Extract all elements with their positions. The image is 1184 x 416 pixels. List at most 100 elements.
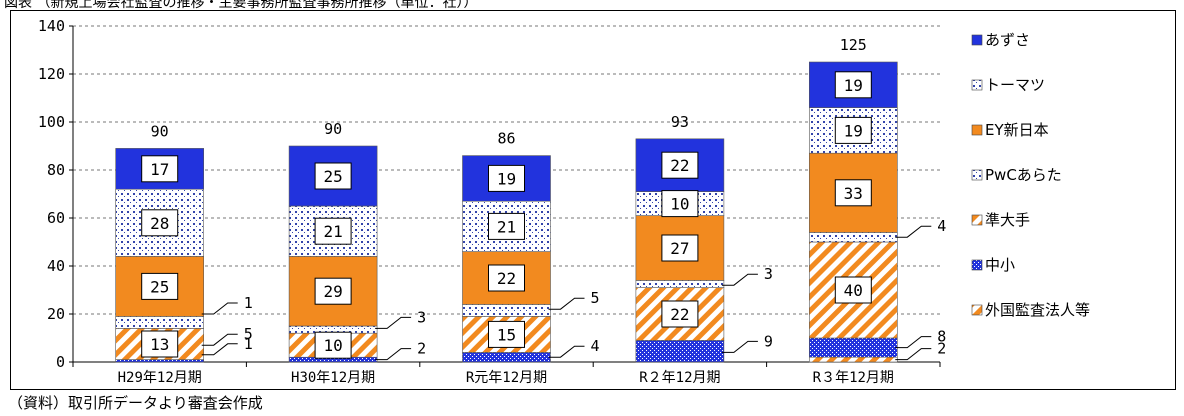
value-box: [488, 264, 525, 292]
callout-leader: [375, 316, 412, 329]
legend-label: 準大手: [985, 211, 1030, 229]
value-label: 22: [670, 305, 689, 324]
callout-leader: [375, 348, 412, 361]
legend-swatch: [971, 304, 983, 316]
value-label: 13: [150, 335, 169, 354]
legend-label: PwCあらた: [985, 166, 1062, 184]
total-label: 90: [324, 120, 342, 138]
y-tick-label: 0: [56, 353, 65, 371]
value-label: 17: [150, 160, 169, 179]
bar-segment: [115, 359, 204, 363]
callout-leader: [721, 273, 758, 286]
value-box: [314, 162, 352, 190]
callout-leader: [895, 225, 932, 238]
legend-swatch: [971, 124, 983, 136]
value-box: [141, 330, 179, 358]
callout-leader: [895, 336, 932, 349]
value-label: 40: [844, 281, 863, 300]
x-tick-label: R元年12月期: [466, 370, 547, 386]
value-box: [834, 179, 872, 207]
y-tick-label: 20: [47, 305, 65, 323]
value-box: [834, 276, 872, 304]
callout-label: 2: [417, 340, 426, 358]
value-label: 25: [323, 167, 342, 186]
value-box: [661, 190, 699, 218]
value-label: 21: [323, 222, 342, 241]
callout-label: 9: [764, 332, 773, 350]
bar-segment: [462, 352, 551, 363]
bar-segment: [115, 316, 204, 329]
callout-label: 5: [244, 325, 253, 343]
callout-leader: [895, 348, 932, 361]
value-label: 21: [497, 217, 516, 236]
value-box: [661, 234, 699, 262]
value-label: 19: [844, 76, 863, 95]
legend-label: EY新日本: [985, 121, 1049, 139]
y-tick-label: 40: [47, 257, 65, 275]
y-tick-label: 140: [38, 17, 65, 35]
value-box: [141, 272, 179, 300]
value-box: [488, 212, 525, 240]
legend-label: 中小: [985, 256, 1015, 274]
value-box: [834, 116, 872, 144]
callout-leader: [548, 345, 585, 358]
legend-label: 外国監査法人等: [985, 301, 1090, 319]
callout-leader: [201, 302, 238, 315]
legend-swatch: [971, 259, 983, 271]
value-label: 10: [323, 336, 342, 355]
callout-label: 3: [417, 308, 426, 326]
callout-label: 4: [591, 337, 600, 355]
value-label: 15: [497, 325, 516, 344]
chart-frame: [10, 10, 1176, 390]
callout-label: 5: [591, 289, 600, 307]
total-label: 93: [671, 113, 689, 131]
legend-swatch: [971, 169, 983, 181]
legend-label: あずさ: [985, 31, 1030, 49]
bar-layer: [115, 61, 898, 363]
bar-segment: [635, 340, 725, 363]
value-box: [314, 331, 352, 359]
legend-swatch: [971, 34, 983, 46]
value-label: 22: [670, 156, 689, 175]
x-tick-label: H29年12月期: [118, 370, 202, 386]
bar-segment: [635, 280, 725, 288]
value-label: 25: [150, 277, 169, 296]
value-box: [661, 300, 699, 328]
value-box: [141, 209, 179, 237]
x-tick-label: R３年12月期: [813, 370, 894, 386]
callout-leader: [548, 297, 585, 310]
callout-label: 4: [937, 217, 946, 235]
callout-label: 3: [764, 265, 773, 283]
callout-label: 8: [937, 328, 946, 346]
bar-segment: [808, 232, 898, 243]
value-box: [141, 155, 179, 183]
bar-segment: [808, 337, 898, 358]
bar-segment: [808, 356, 898, 363]
value-label: 19: [844, 121, 863, 140]
legend-swatch: [971, 79, 983, 91]
callout-label: 1: [244, 335, 253, 353]
callout-label: 2: [937, 340, 946, 358]
y-tick-label: 120: [38, 65, 65, 83]
bar-segment: [462, 304, 551, 317]
callout-leader: [201, 333, 238, 346]
y-tick-label: 80: [47, 161, 65, 179]
value-box: [488, 320, 525, 348]
value-box: [488, 164, 525, 192]
y-tick-label: 100: [38, 113, 65, 131]
value-box: [314, 277, 352, 305]
x-tick-label: H30年12月期: [291, 370, 375, 386]
total-label: 125: [840, 36, 867, 54]
value-box: [314, 217, 352, 245]
callout-label: 1: [244, 294, 253, 312]
value-label: 33: [844, 184, 863, 203]
legend-label: トーマツ: [985, 76, 1045, 94]
source-note: （資料）取引所データより審査会作成: [8, 394, 263, 412]
value-label: 22: [497, 269, 516, 288]
legend-swatch: [971, 214, 983, 226]
total-label: 86: [497, 130, 515, 148]
value-label: 29: [323, 282, 342, 301]
label-layer: 90 90869312513252817102921251522211922271…: [141, 36, 946, 361]
x-tick-label: R２年12月期: [639, 370, 720, 386]
